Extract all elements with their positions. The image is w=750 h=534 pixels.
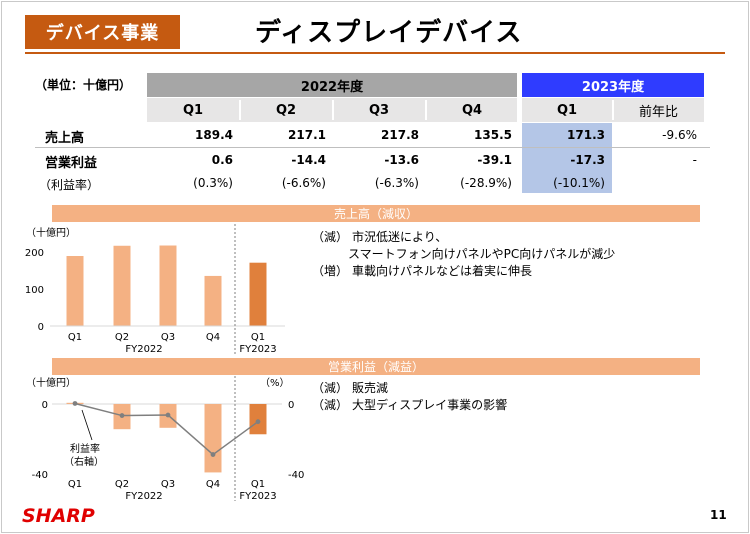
segment-tag: デバイス事業 bbox=[25, 15, 180, 49]
page-title: ディスプレイデバイス bbox=[255, 18, 523, 48]
margin-point bbox=[165, 412, 171, 418]
x-tick-label: Q2 bbox=[115, 479, 129, 490]
bar bbox=[249, 404, 267, 435]
line-label: 利益率 bbox=[70, 442, 100, 455]
line-label: （右軸） bbox=[64, 455, 104, 468]
profit-notes: （減） 販売減 （減） 大型ディスプレイ事業の影響 bbox=[312, 380, 507, 414]
sales-section-title: 売上高（減収） bbox=[333, 207, 418, 221]
y-tick-label-left: 0 bbox=[42, 400, 48, 411]
group-label: FY2022 bbox=[125, 344, 162, 355]
row-label-sales: 売上高 bbox=[45, 131, 85, 146]
bar bbox=[66, 256, 84, 326]
sharp-logo: SHARP bbox=[22, 505, 95, 527]
cell: 217.8 bbox=[381, 128, 419, 142]
results-table: （単位：十億円） 2022年度 2023年度 Q1 Q2 Q3 Q4 Q1 前年… bbox=[35, 72, 710, 197]
chart-unit-label: （十億円） bbox=[26, 226, 76, 239]
bar bbox=[249, 262, 267, 326]
sales-chart: （十億円） 0 100 200 Q1 Q2 Q3 Q4 Q1 FY2022 FY2023 bbox=[25, 224, 285, 355]
unit-label: （単位：十億円） bbox=[35, 78, 132, 92]
x-tick-label: Q4 bbox=[206, 332, 220, 343]
cell: 171.3 bbox=[567, 128, 605, 142]
row-divider bbox=[35, 147, 710, 148]
x-tick-label: Q1 bbox=[251, 479, 265, 490]
x-tick-label: Q3 bbox=[161, 332, 175, 343]
header-fy2022: 2022年度 bbox=[147, 73, 517, 97]
group-label: FY2022 bbox=[125, 491, 162, 502]
col-separator bbox=[612, 100, 614, 120]
cell: - bbox=[692, 153, 697, 167]
profit-note: （減） 大型ディスプレイ事業の影響 bbox=[312, 398, 508, 412]
cell: -9.6% bbox=[662, 128, 697, 142]
cell: 135.5 bbox=[474, 128, 512, 142]
cell: (-6.6%) bbox=[281, 176, 326, 190]
cell: 0.6 bbox=[211, 153, 233, 167]
y-tick-label-left: -40 bbox=[32, 470, 48, 481]
y-tick-label: 0 bbox=[38, 322, 44, 333]
sales-notes: （減） 市況低迷により、 スマートフォン向けパネルやPC向けパネルが減少 （増）車… bbox=[312, 229, 615, 280]
x-tick-label: Q2 bbox=[115, 332, 129, 343]
sales-note: （減） 市況低迷により、 bbox=[312, 230, 448, 244]
callout-line bbox=[81, 409, 93, 441]
cell: -17.3 bbox=[570, 153, 605, 167]
col-header-q3: Q3 bbox=[368, 102, 390, 118]
row-label-margin: （利益率） bbox=[39, 178, 100, 192]
cell: (-6.3%) bbox=[374, 176, 419, 190]
margin-point bbox=[255, 419, 261, 425]
sales-note: スマートフォン向けパネルやPC向けパネルが減少 bbox=[348, 247, 616, 261]
x-tick-label: Q4 bbox=[206, 479, 220, 490]
col-header-q1-2023: Q1 bbox=[556, 102, 578, 118]
y-tick-label: 100 bbox=[25, 285, 44, 296]
col-header-q4: Q4 bbox=[461, 102, 483, 118]
x-tick-label: Q1 bbox=[251, 332, 265, 343]
margin-point bbox=[210, 452, 216, 457]
header-fy2023: 2023年度 bbox=[522, 73, 704, 97]
cell: -14.4 bbox=[291, 153, 326, 167]
col-separator bbox=[425, 100, 427, 120]
x-tick-label: Q1 bbox=[68, 479, 82, 490]
cell: (-10.1%) bbox=[553, 176, 605, 190]
y-tick-label-right: -40 bbox=[288, 470, 304, 481]
page-number: 11 bbox=[710, 508, 727, 522]
q1-2023-highlight bbox=[522, 123, 612, 193]
bar bbox=[204, 275, 222, 326]
col-separator bbox=[239, 100, 241, 120]
cell: 217.1 bbox=[288, 128, 326, 142]
profit-section-title: 営業利益（減益） bbox=[327, 360, 424, 374]
x-tick-label: Q1 bbox=[68, 332, 82, 343]
x-tick-label: Q3 bbox=[161, 479, 175, 490]
cell: 189.4 bbox=[195, 128, 233, 142]
cell: (0.3%) bbox=[193, 176, 233, 190]
chart-unit-label-left: （十億円） bbox=[26, 376, 76, 389]
chart-unit-label-right: （%） bbox=[260, 377, 290, 389]
bar bbox=[159, 245, 177, 326]
y-tick-label-right: 0 bbox=[288, 400, 294, 411]
profit-note: （減） 販売減 bbox=[312, 381, 389, 395]
col-separator bbox=[332, 100, 334, 120]
profit-section-bar: 営業利益（減益） bbox=[52, 358, 700, 375]
cell: (-28.9%) bbox=[460, 176, 512, 190]
row-label-operating-profit: 営業利益 bbox=[45, 156, 98, 171]
col-header-q2: Q2 bbox=[275, 102, 297, 118]
col-header-yoy: 前年比 bbox=[638, 104, 678, 120]
profit-chart: （十億円） （%） 0 -40 0 -40 Q1 Q2 Q3 Q4 Q1 利益率（右軸） FY2022 F… bbox=[26, 376, 304, 502]
cell: -39.1 bbox=[477, 153, 512, 167]
bar bbox=[204, 404, 222, 473]
group-label: FY2023 bbox=[239, 491, 276, 502]
bar bbox=[113, 245, 131, 326]
col-header-q1: Q1 bbox=[182, 102, 204, 118]
title-rule bbox=[25, 52, 725, 54]
cell: -13.6 bbox=[384, 153, 419, 167]
margin-point bbox=[72, 401, 78, 406]
margin-point bbox=[119, 413, 125, 418]
sales-section-bar: 売上高（減収） bbox=[52, 205, 700, 222]
y-tick-label: 200 bbox=[25, 248, 44, 259]
sales-note: （増） 車載向けパネルなどは着実に伸長 bbox=[312, 264, 533, 278]
group-label: FY2023 bbox=[239, 344, 276, 355]
